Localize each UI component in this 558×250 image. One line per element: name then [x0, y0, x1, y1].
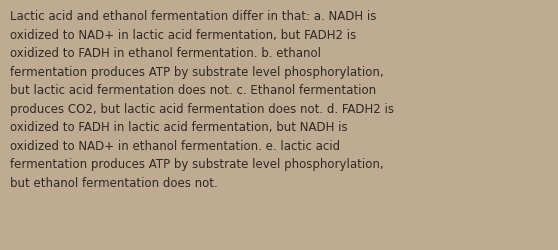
- Text: Lactic acid and ethanol fermentation differ in that: a. NADH is
oxidized to NAD+: Lactic acid and ethanol fermentation dif…: [10, 10, 394, 189]
